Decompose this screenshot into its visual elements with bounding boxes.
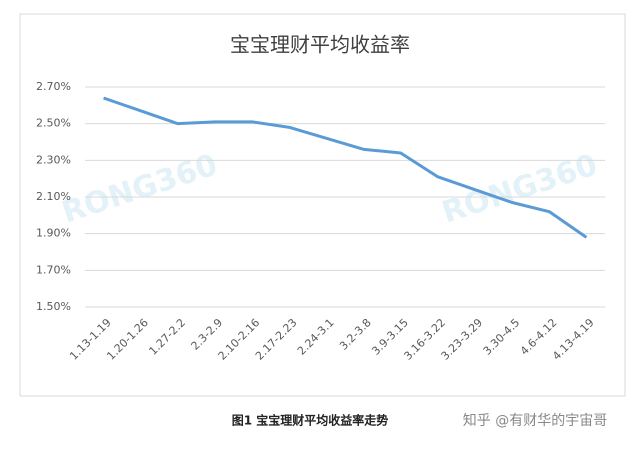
y-tick-label: 2.30% [36, 153, 71, 166]
y-tick-label: 1.70% [36, 263, 71, 276]
source: 知乎 @有财华的宇宙哥 [463, 412, 607, 429]
caption: 图1 宝宝理财平均收益率走势 [232, 413, 389, 428]
chart-title: 宝宝理财平均收益率 [230, 33, 410, 57]
y-tick-label: 1.50% [36, 300, 71, 313]
y-tick-label: 2.10% [36, 190, 71, 203]
y-tick-label: 2.70% [36, 80, 71, 93]
y-tick-label: 1.90% [36, 227, 71, 240]
line [103, 96, 588, 239]
y-tick-label: 2.50% [36, 117, 71, 130]
